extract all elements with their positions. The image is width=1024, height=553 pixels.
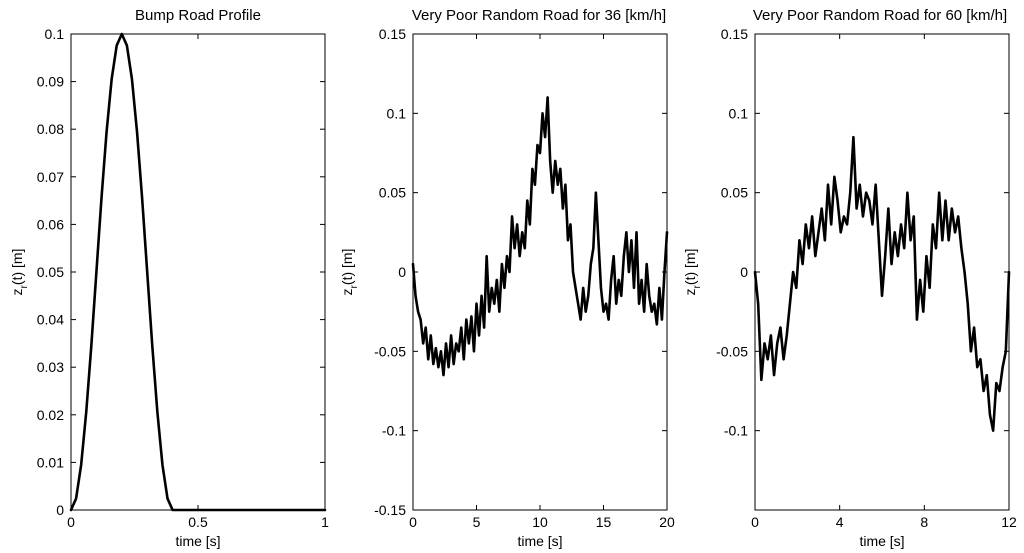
- y-axis-label-subscript: r: [19, 284, 30, 288]
- y-axis-label-main: z: [9, 288, 25, 295]
- x-axis-label: time [s]: [859, 533, 904, 549]
- x-tick-label: 0: [67, 514, 75, 530]
- y-axis-ticks: -0.15 -0.1 -0.05 0 0.05 0.1 0.15: [374, 26, 667, 518]
- y-tick-label: 0.06: [37, 216, 64, 232]
- y-tick-label: 0.1: [729, 105, 749, 121]
- y-axis-label-rest: (t) [m]: [682, 249, 698, 286]
- x-axis-ticks: 0 4 8 12: [751, 34, 1017, 530]
- y-tick-label: 0.02: [37, 407, 64, 423]
- chart-title: Very Poor Random Road for 36 [km/h]: [412, 7, 666, 24]
- y-axis-label-rest: (t) [m]: [9, 249, 25, 286]
- x-tick-label: 1: [321, 514, 329, 530]
- x-tick-label: 20: [659, 514, 675, 530]
- y-axis-label-main: z: [682, 288, 698, 295]
- y-tick-label: -0.1: [382, 423, 406, 439]
- y-axis-ticks: -0.1 -0.05 0 0.05 0.1 0.15: [716, 26, 1009, 439]
- y-axis-label-main: z: [339, 288, 355, 295]
- chart-panel-road-36: Very Poor Random Road for 36 [km/h] 0 5 10…: [339, 7, 675, 549]
- y-axis-label: zr(t) [m]: [682, 249, 703, 296]
- y-tick-label: 0.05: [37, 264, 64, 280]
- x-tick-label: 12: [1001, 514, 1017, 530]
- y-tick-label: 0.1: [45, 26, 65, 42]
- y-tick-label: 0.08: [37, 121, 64, 137]
- chart-panel-road-60: Very Poor Random Road for 60 [km/h] 0 4 8 1…: [682, 7, 1017, 549]
- y-tick-label: -0.05: [374, 343, 406, 359]
- x-tick-label: 10: [532, 514, 548, 530]
- y-axis-ticks: 0 0.01 0.02 0.03 0.04 0.05 0.06 0.07 0.08 0.09 0.1: [37, 26, 325, 518]
- y-tick-label: 0.01: [37, 454, 64, 470]
- x-tick-label: 0: [409, 514, 417, 530]
- y-tick-label: 0.05: [379, 185, 406, 201]
- y-axis-label-rest: (t) [m]: [339, 249, 355, 286]
- x-tick-label: 15: [596, 514, 612, 530]
- y-axis-label-subscript: r: [349, 284, 360, 288]
- y-tick-label: 0.15: [721, 26, 748, 42]
- y-axis-label: zr(t) [m]: [9, 249, 30, 296]
- series-line: [411, 96, 669, 377]
- y-tick-label: 0: [398, 264, 406, 280]
- x-tick-label: 4: [836, 514, 844, 530]
- y-tick-label: 0.07: [37, 169, 64, 185]
- y-axis-label: zr(t) [m]: [339, 249, 360, 296]
- y-tick-label: -0.15: [374, 502, 406, 518]
- series-line: [753, 135, 1011, 432]
- chart-title: Bump Road Profile: [135, 7, 261, 24]
- x-axis-label: time [s]: [517, 533, 562, 549]
- x-tick-label: 0.5: [188, 514, 208, 530]
- y-axis-label-subscript: r: [692, 284, 703, 288]
- y-tick-label: 0.09: [37, 74, 64, 90]
- x-axis-ticks: 0 5 10 15 20: [409, 34, 675, 530]
- x-tick-label: 8: [920, 514, 928, 530]
- y-tick-label: 0: [740, 264, 748, 280]
- y-tick-label: 0.05: [721, 185, 748, 201]
- y-tick-label: 0: [56, 502, 64, 518]
- x-axis-label: time [s]: [175, 533, 220, 549]
- chart-panel-bump: Bump Road Profile 0 0.5 1 00.010.020.030.0…: [9, 7, 329, 549]
- chart-title: Very Poor Random Road for 60 [km/h]: [753, 7, 1007, 24]
- y-tick-label: -0.05: [716, 343, 748, 359]
- x-axis-ticks: 0 0.5 1: [67, 34, 329, 530]
- x-tick-label: 0: [751, 514, 759, 530]
- x-tick-label: 5: [473, 514, 481, 530]
- y-tick-label: 0.03: [37, 359, 64, 375]
- y-tick-label: 0.1: [387, 105, 407, 121]
- y-tick-label: 0.15: [379, 26, 406, 42]
- series-line: [69, 32, 327, 512]
- y-tick-label: -0.1: [724, 423, 748, 439]
- y-tick-label: 0.04: [37, 312, 64, 328]
